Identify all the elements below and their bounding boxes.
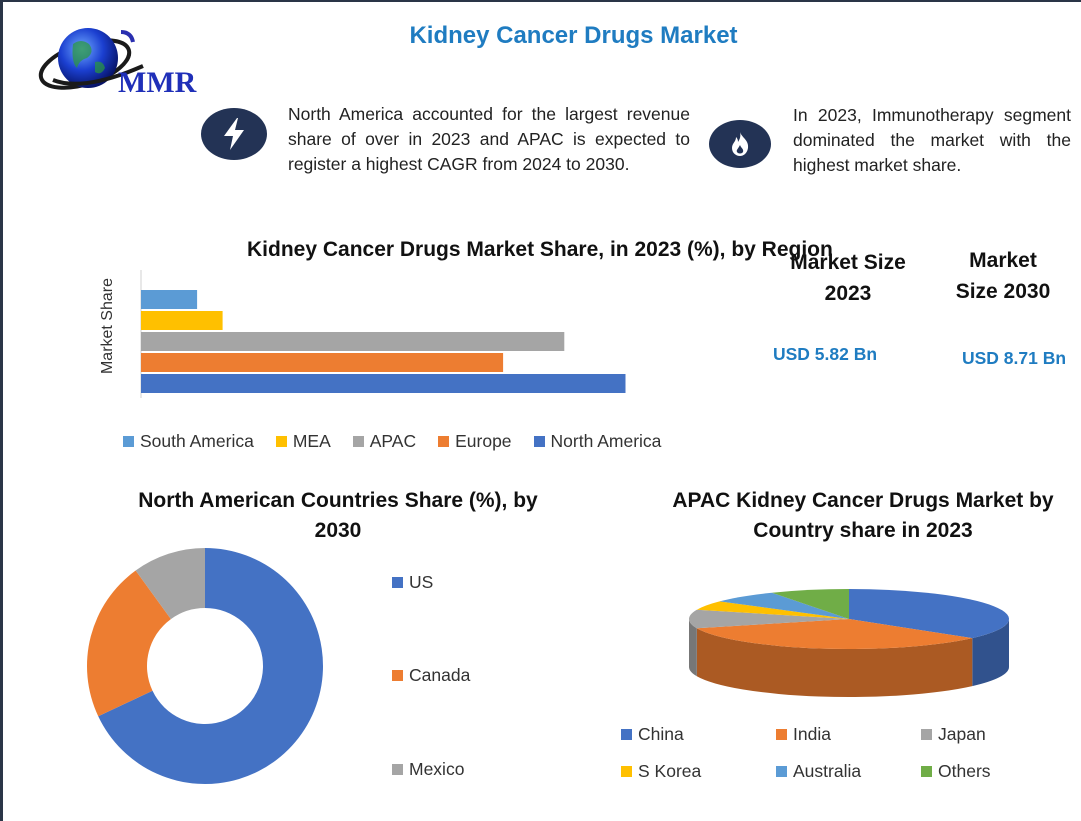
legend-item-mexico: Mexico (392, 759, 464, 780)
legend-label: India (793, 724, 831, 744)
pie-slice-japan (689, 609, 849, 629)
pie-chart-3d (689, 589, 1009, 697)
legend-item-s-korea: S Korea (621, 761, 776, 782)
info-immunotherapy-text: In 2023, Immunotherapy segment dominated… (793, 105, 1071, 175)
legend-swatch (921, 729, 932, 740)
pie-slice-australia (719, 592, 849, 619)
legend-swatch (392, 670, 403, 681)
market-size-2030-label: Market Size 2030 (955, 249, 1051, 303)
pie-side-japan (689, 619, 697, 677)
legend-swatch (533, 436, 545, 447)
legend-item-japan: Japan (921, 724, 1041, 745)
bar-north-america (141, 374, 626, 393)
legend-label: S Korea (638, 761, 702, 781)
market-size-2023-label: Market Size 2023 (790, 251, 906, 305)
legend-label: Australia (793, 761, 862, 781)
bar-chart-title: Kidney Cancer Drugs Market Share, in 202… (247, 238, 833, 261)
legend-swatch (776, 766, 787, 777)
page-title: Kidney Cancer Drugs Market (409, 22, 738, 49)
legend-swatch (352, 436, 364, 447)
donut-slice-mexico (135, 548, 205, 620)
donut-slice-us (98, 548, 323, 784)
bar-mea (141, 311, 223, 330)
legend-item-australia: Australia (776, 761, 921, 782)
pie-side-india (696, 628, 973, 697)
legend-item-apac: APAC (352, 431, 417, 452)
legend-label: North America (550, 431, 662, 451)
donut-slice-canada (87, 570, 171, 717)
legend-label: Europe (455, 431, 512, 451)
legend-label: China (638, 724, 684, 744)
legend-label: MEA (292, 431, 331, 451)
legend-item-europe: Europe (438, 431, 512, 452)
pie-slice-s-korea (696, 601, 849, 619)
legend-swatch (621, 729, 632, 740)
svg-text:MMR: MMR (118, 66, 197, 99)
legend-label: US (409, 572, 434, 592)
legend-item-mea: MEA (275, 431, 331, 452)
legend-label: South America (140, 431, 254, 451)
legend-label: Canada (409, 665, 471, 685)
legend-label: Others (938, 761, 991, 781)
market-size-2030-value: USD 8.71 Bn (962, 348, 1067, 368)
donut-chart-title: North American Countries Share (%), by 2… (138, 489, 538, 542)
bar-chart (140, 270, 626, 398)
pie-chart-title: APAC Kidney Cancer Drugs Market by Count… (672, 489, 1054, 542)
bar-south-america (141, 290, 198, 309)
legend-swatch (621, 766, 632, 777)
legend-label: APAC (369, 431, 417, 451)
legend-label: Japan (938, 724, 986, 744)
pie-slice-others (771, 589, 849, 619)
globe-icon: MMR (38, 28, 197, 99)
mmr-logo: MMR (33, 22, 233, 102)
legend-item-north-america: North America (533, 431, 662, 452)
legend-swatch (123, 436, 134, 447)
legend-swatch (392, 577, 403, 588)
pie-slice-india (696, 619, 973, 649)
bar-chart-legend: South America MEA APAC Europe North America (123, 431, 661, 452)
legend-item-south-america: South America (123, 431, 254, 452)
legend-label: Mexico (409, 759, 465, 779)
market-size-2023-value: USD 5.82 Bn (773, 344, 878, 364)
flame-icon (709, 120, 771, 168)
legend-swatch (392, 764, 403, 775)
info-na-text: North America accounted for the largest … (288, 104, 690, 174)
pie-side-china (972, 619, 1009, 687)
legend-item-others: Others (921, 761, 1041, 782)
donut-chart (87, 548, 323, 784)
legend-item-canada: Canada (392, 665, 470, 686)
bar-europe (141, 353, 504, 372)
pie-slice-china (849, 589, 1009, 639)
pie-chart-legend: China India Japan S Korea Australia Others (621, 724, 1051, 782)
legend-item-us: US (392, 572, 433, 593)
legend-swatch (275, 436, 287, 447)
legend-item-china: China (621, 724, 776, 745)
legend-swatch (776, 729, 787, 740)
legend-swatch (438, 436, 450, 447)
legend-swatch (921, 766, 932, 777)
legend-item-india: India (776, 724, 921, 745)
lightning-icon (201, 108, 267, 160)
bar-apac (141, 332, 565, 351)
